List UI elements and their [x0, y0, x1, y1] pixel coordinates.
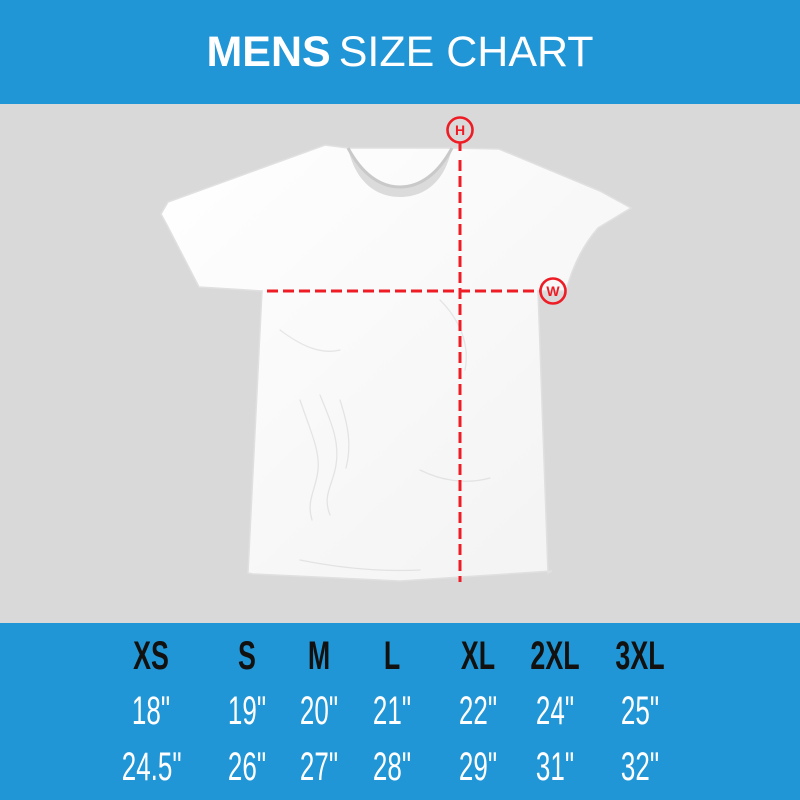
svg-text:H: H: [455, 122, 465, 138]
svg-text:W: W: [546, 283, 560, 299]
